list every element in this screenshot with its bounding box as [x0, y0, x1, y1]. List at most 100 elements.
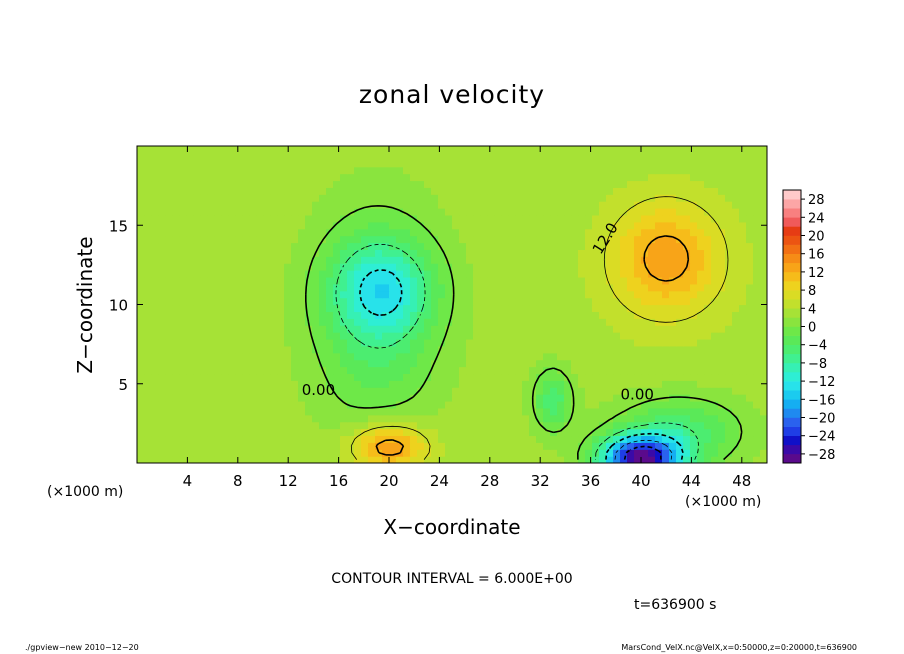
heatmap-cell [515, 166, 523, 175]
heatmap-cell [431, 449, 439, 457]
heatmap-cell [592, 173, 600, 182]
heatmap-cell [319, 380, 327, 388]
heatmap-cell [501, 297, 509, 306]
heatmap-cell [144, 256, 152, 264]
heatmap-cell [200, 332, 208, 340]
heatmap-cell [543, 449, 551, 457]
heatmap-cell [732, 208, 740, 216]
heatmap-cell [501, 442, 509, 450]
heatmap-cell [396, 387, 404, 395]
heatmap-cell [256, 290, 264, 299]
heatmap-cell [627, 304, 635, 312]
heatmap-cell [515, 146, 523, 154]
heatmap-cell [158, 242, 166, 250]
heatmap-cell [746, 304, 754, 312]
heatmap-cell [494, 414, 502, 423]
heatmap-cell [172, 297, 180, 306]
heatmap-cell [676, 270, 684, 278]
heatmap-cell [221, 352, 229, 361]
heatmap-cell [578, 373, 586, 381]
heatmap-cell [725, 400, 733, 409]
heatmap-cell [291, 194, 299, 202]
heatmap-cell [466, 352, 474, 361]
heatmap-cell [473, 407, 481, 416]
heatmap-cell [697, 428, 705, 437]
heatmap-cell [389, 152, 397, 161]
heatmap-cell [473, 276, 481, 285]
heatmap-cell [473, 159, 481, 168]
heatmap-cell [291, 263, 299, 271]
heatmap-cell [753, 400, 761, 409]
heatmap-cell [284, 201, 292, 209]
heatmap-cell [368, 428, 376, 437]
heatmap-cell [459, 173, 467, 182]
heatmap-cell [571, 159, 579, 168]
heatmap-cell [200, 166, 208, 175]
heatmap-cell [676, 180, 684, 188]
heatmap-cell [746, 187, 754, 195]
heatmap-cell [214, 373, 222, 381]
heatmap-cell [739, 249, 747, 257]
heatmap-cell [256, 373, 264, 381]
heatmap-cell [543, 228, 551, 237]
heatmap-cell [620, 442, 628, 450]
heatmap-cell [620, 270, 628, 278]
heatmap-cell [179, 442, 187, 450]
heatmap-cell [473, 304, 481, 312]
heatmap-cell [151, 256, 159, 264]
heatmap-cell [501, 359, 509, 368]
heatmap-cell [228, 221, 236, 230]
heatmap-cell [172, 387, 180, 395]
heatmap-cell [725, 270, 733, 278]
heatmap-cell [627, 276, 635, 285]
heatmap-cell [725, 201, 733, 209]
heatmap-cell [613, 270, 621, 278]
heatmap-cell [711, 318, 719, 326]
heatmap-cell [165, 228, 173, 237]
heatmap-cell [151, 414, 159, 423]
heatmap-cell [214, 201, 222, 209]
heatmap-cell [396, 359, 404, 368]
heatmap-cell [585, 194, 593, 202]
heatmap-cell [179, 173, 187, 182]
heatmap-cell [179, 387, 187, 395]
heatmap-cell [340, 449, 348, 457]
heatmap-cell [515, 318, 523, 326]
heatmap-cell [550, 263, 558, 271]
heatmap-cell [214, 173, 222, 182]
colorbar-swatch [783, 353, 801, 364]
heatmap-cell [165, 208, 173, 216]
heatmap-cell [459, 270, 467, 278]
heatmap-cell [655, 421, 663, 430]
heatmap-cell [361, 214, 369, 223]
heatmap-cell [529, 180, 537, 188]
heatmap-cell [452, 387, 460, 395]
heatmap-cell [634, 208, 642, 216]
heatmap-cell [186, 318, 194, 326]
heatmap-cell [207, 442, 215, 450]
heatmap-cell [543, 332, 551, 340]
heatmap-cell [592, 318, 600, 326]
colorbar-swatch [783, 290, 801, 300]
heatmap-cell [655, 456, 663, 463]
heatmap-cell [480, 394, 488, 402]
heatmap-cell [158, 214, 166, 223]
heatmap-cell [235, 318, 243, 326]
heatmap-cell [690, 208, 698, 216]
heatmap-cell [137, 201, 145, 209]
heatmap-cell [396, 414, 404, 423]
heatmap-cell [669, 283, 677, 292]
heatmap-cell [361, 297, 369, 306]
heatmap-cell [151, 400, 159, 409]
heatmap-cell [760, 373, 767, 381]
heatmap-cell [690, 366, 698, 375]
heatmap-cell [452, 394, 460, 402]
heatmap-cell [662, 159, 670, 168]
heatmap-cell [291, 359, 299, 368]
heatmap-cell [501, 146, 509, 154]
heatmap-cell [298, 373, 306, 381]
heatmap-cell [249, 325, 257, 333]
heatmap-cell [249, 152, 257, 161]
heatmap-cell [753, 256, 761, 264]
heatmap-cell [522, 414, 530, 423]
